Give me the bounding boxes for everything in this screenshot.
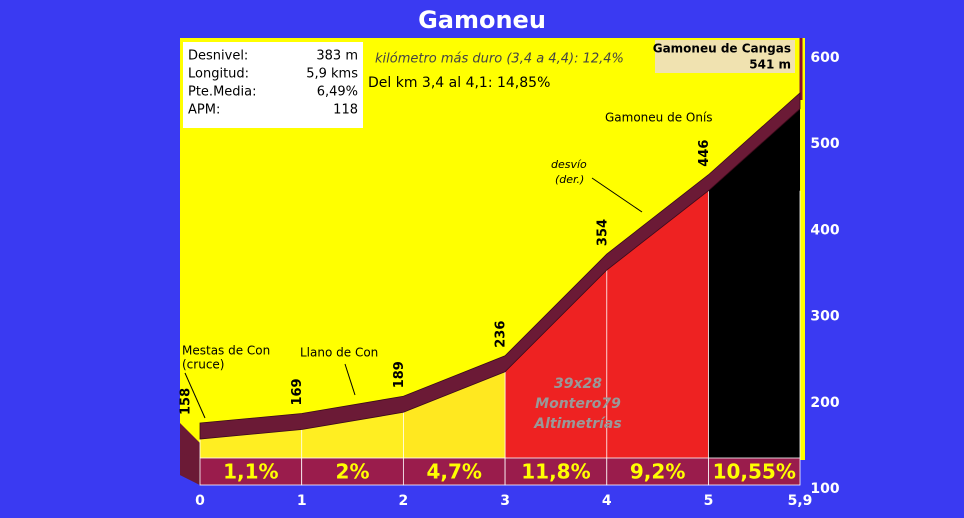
elevation-label: 236 [494, 321, 509, 348]
elevation-label: 158 [179, 388, 194, 415]
credit: Altimetrías [533, 416, 621, 432]
gradient-label: 4,7% [427, 460, 482, 484]
segment-fill [505, 270, 607, 458]
gradient-label: 1,1% [223, 460, 278, 484]
info-rows: Desnivel: 383 m Longitud: 5,9 kms Pte.Media:… [188, 49, 358, 118]
steepest-note: Del km 3,4 al 4,1: 14,85% [368, 75, 550, 91]
place-label: Gamoneu de Onís [605, 111, 713, 125]
chart-title: Gamoneu [418, 6, 546, 34]
gradient-cell [199, 457, 303, 486]
info-value: 5,9 kms [306, 67, 358, 82]
band-side [180, 453, 200, 485]
gradient-cell [606, 457, 709, 486]
elevation-label: 169 [290, 378, 305, 405]
gradient-cell [402, 457, 506, 486]
gradient-cell [708, 457, 801, 486]
x-tick-label: 5,9 [788, 493, 813, 509]
x-tick-label: 2 [399, 493, 409, 509]
place-label: (cruce) [182, 358, 224, 372]
profile-ribbon [199, 91, 801, 440]
y-tick-label: 400 [810, 222, 839, 238]
x-tick-label: 1 [297, 493, 307, 509]
x-tick-label: 3 [500, 493, 510, 509]
info-label: Pte.Media: [188, 85, 257, 100]
info-value: 118 [333, 103, 358, 118]
elevation-label: 446 [697, 140, 712, 167]
x-tick-label: 5 [704, 493, 714, 509]
gradient-label: 11,8% [521, 460, 590, 484]
place-label: (der.) [555, 173, 584, 186]
y-tick-label: 600 [810, 50, 839, 66]
y-tick-label: 300 [810, 309, 839, 325]
x-tick-label: 0 [195, 493, 205, 509]
info-value: 6,49% [317, 85, 358, 100]
summit-name: Gamoneu de Cangas [653, 42, 791, 56]
info-box [183, 42, 363, 128]
gradient-label: 2% [336, 460, 370, 484]
gradient-label: 10,55% [713, 460, 796, 484]
pointer [344, 363, 356, 396]
y-tick-label: 100 [810, 481, 839, 497]
hardest-km-note: kilómetro más duro (3,4 a 4,4): 12,4% [375, 52, 624, 67]
summit-label: 541 m [749, 58, 791, 72]
segment-fill [606, 190, 709, 459]
place-label: desvío [551, 158, 587, 171]
pointer [184, 372, 206, 419]
credit: 39x28 [554, 376, 602, 392]
info-label: Desnivel: [188, 49, 248, 64]
x-tick-label: 4 [602, 493, 612, 509]
elevation-label: 354 [595, 219, 610, 246]
info-label: APM: [188, 103, 220, 118]
segment-fill [301, 412, 404, 458]
summit-box [655, 40, 795, 73]
info-value: 383 m [316, 49, 358, 64]
pointer [591, 177, 643, 213]
info-label: Longitud: [188, 67, 249, 82]
y-tick-label: 200 [810, 395, 839, 411]
gradient-label: 9,2% [630, 460, 685, 484]
credit: Montero79 [535, 396, 621, 412]
profile: 0 1 2 3 4 5 5,9 158 169 189 236 354 446 1,1% 2% 4,7% 11,… [179, 50, 840, 509]
elevation-label: 189 [392, 361, 407, 388]
segment-fill [403, 371, 506, 458]
gradient-cell [504, 457, 608, 486]
place-label: Llano de Con [300, 346, 378, 360]
place-label: Mestas de Con [182, 344, 270, 358]
segment-fill [708, 108, 800, 458]
y-tick-label: 500 [810, 136, 839, 152]
